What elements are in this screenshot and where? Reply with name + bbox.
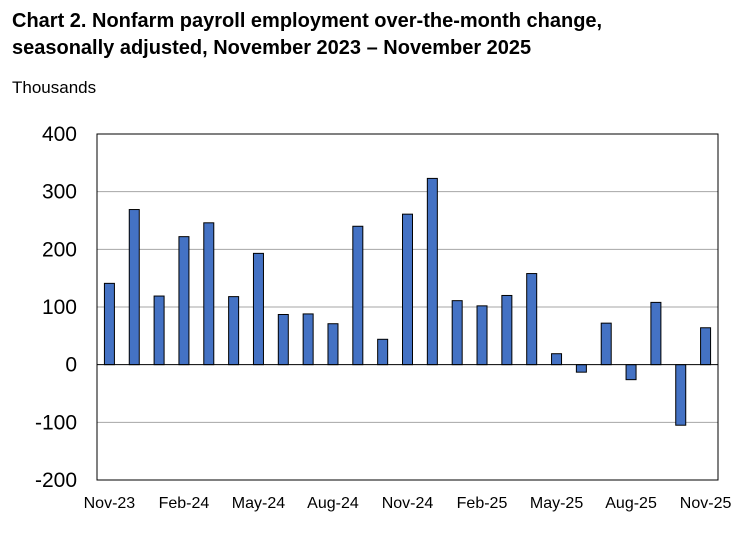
bar-jul-25 <box>600 322 612 366</box>
x-tick-label: Feb-25 <box>457 495 508 512</box>
x-tick-label: May-25 <box>530 495 583 512</box>
x-tick-label: Feb-24 <box>159 495 210 512</box>
y-tick-label: 0 <box>65 354 77 377</box>
bar-oct-24 <box>377 338 389 366</box>
bar-dec-23 <box>128 209 140 366</box>
bar-sep-25 <box>650 301 662 366</box>
chart-title: Chart 2. Nonfarm payroll employment over… <box>12 8 742 62</box>
bar-jun-24 <box>277 313 289 366</box>
x-tick-label: Aug-25 <box>605 495 657 512</box>
bar-jul-24 <box>302 313 314 366</box>
bar-nov-25 <box>700 327 712 366</box>
bar-nov-24 <box>402 213 413 366</box>
bar-aug-24 <box>327 323 339 366</box>
bar-jun-25 <box>575 364 587 373</box>
x-tick-label: Nov-25 <box>680 495 732 512</box>
y-tick-label: -100 <box>35 411 77 434</box>
bar-jan-25 <box>451 300 463 366</box>
bar-may-25 <box>551 353 563 366</box>
plot-area-border <box>96 133 719 481</box>
bar-mar-24 <box>203 222 215 366</box>
chart-title-line-1: Chart 2. Nonfarm payroll employment over… <box>12 10 603 32</box>
y-tick-label: 100 <box>42 296 77 319</box>
tick-labels: 400 300 200 100 0 -100 -200 Nov-23 Feb-24 May-24 A… <box>35 123 732 512</box>
bar-dec-24 <box>426 177 438 366</box>
bar-aug-25 <box>625 364 637 381</box>
y-axis-unit-label: Thousands <box>12 78 97 97</box>
chart-title-line-2: seasonally adjusted, November 2023 – Nov… <box>12 37 532 59</box>
axes <box>96 133 719 481</box>
y-tick-label: 400 <box>42 123 77 146</box>
bar-feb-25 <box>476 305 488 366</box>
bar-apr-25 <box>526 273 538 366</box>
bar-apr-24 <box>228 296 240 366</box>
bar-jan-24 <box>153 295 165 366</box>
x-tick-label: Aug-24 <box>307 495 359 512</box>
bar-feb-24 <box>178 236 190 366</box>
x-tick-label: Nov-23 <box>84 495 136 512</box>
bar-may-24 <box>252 252 264 366</box>
bars <box>103 177 712 426</box>
y-tick-label: 300 <box>42 181 77 204</box>
x-tick-label: Nov-24 <box>382 495 434 512</box>
x-tick-label: May-24 <box>232 495 285 512</box>
bar-nov-23 <box>103 282 115 366</box>
y-tick-label: 200 <box>42 238 77 261</box>
bar-oct-25 <box>675 364 687 426</box>
bar-sep-24 <box>352 225 364 366</box>
bar-mar-25 <box>501 294 513 366</box>
y-tick-label: -200 <box>35 469 77 492</box>
